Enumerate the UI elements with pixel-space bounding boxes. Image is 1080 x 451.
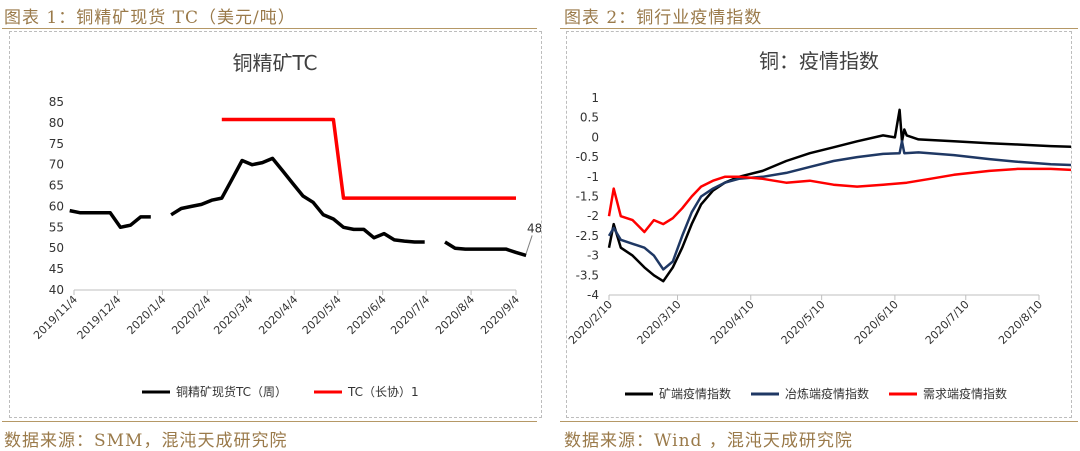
y-tick-label: 75 [49,137,64,151]
legend-label: TC（长协）1 [347,384,419,399]
chart-panel-right: 铜：疫情指数 1 0.5 0 -0.5 -1 -1.5 -2 -2.5 -3 -3.5 -4 2020/… [566,31,1080,418]
y-tick-label: 65 [49,179,64,193]
y-tick-label: 40 [49,283,64,297]
x-tick-label: 2020/5/4 [300,293,344,337]
y-tick-label: 60 [49,199,64,213]
footer-rule-left [2,421,537,422]
y-tick-label: -4 [587,288,599,302]
series-line [221,117,516,200]
x-tick-label: 2020/9/4 [478,293,522,337]
x-tick-label: 2020/7/4 [388,293,432,337]
y-tick-label: 45 [49,262,64,276]
figure-title-right: 图表 2：铜行业疫情指数 [564,8,763,28]
footer-rule-right [560,421,1078,422]
y-tick-label: -3 [587,249,599,263]
chart-panel-left: 铜精矿TC 40 45 50 55 60 65 70 75 80 85 2019/11/4 2019/1… [9,31,561,418]
legend-label: 需求端疫情指数 [923,386,1007,401]
data-label: 48.28 [527,221,541,235]
x-tick-label: 2020/4/10 [708,298,757,347]
x-tick-label: 2020/2/10 [567,298,615,347]
figure-title-left: 图表 1：铜精矿现货 TC（美元/吨） [4,8,296,28]
y-tick-label: -2 [587,209,599,223]
series-line [607,140,1080,271]
y-tick-label: -1.5 [576,190,599,204]
y-tick-label: 50 [49,241,64,255]
series-line [607,167,1080,234]
y-tick-label: -0.5 [576,150,599,164]
x-tick-label: 2020/1/4 [124,293,168,337]
y-tick-label: -3.5 [576,268,599,282]
y-tick-label: 0.5 [580,111,599,125]
x-tick-label: 2020/4/4 [256,293,300,337]
x-tick-label: 2020/7/10 [923,298,972,347]
series-line [607,108,1080,283]
series-line [69,156,527,258]
legend-label: 矿端疫情指数 [659,386,731,401]
x-tick-label: 2020/3/4 [211,293,255,337]
chart-title: 铜：疫情指数 [759,49,879,73]
legend-label: 铜精矿现货TC（周） [176,384,287,399]
y-tick-label: -2.5 [576,229,599,243]
x-tick-label: 2020/8/4 [433,293,477,337]
y-tick-label: 85 [49,95,64,109]
x-tick-label: 2020/3/10 [635,298,684,347]
source-left: 数据来源：SMM，混沌天成研究院 [4,431,288,451]
x-tick-label: 2020/8/10 [996,298,1045,347]
y-tick-label: 80 [49,116,64,130]
y-tick-label: -1 [587,170,599,184]
source-right: 数据来源：Wind ，混沌天成研究院 [564,431,853,451]
x-tick-label: 2019/12/4 [75,293,124,342]
legend-label: 冶炼端疫情指数 [785,386,869,401]
annotation-leader [525,235,533,254]
header-rule-left [2,28,537,29]
y-tick-label: 0 [591,130,599,144]
y-tick-label: 70 [49,158,64,172]
header-rule-right [560,28,1078,29]
x-tick-label: 2020/2/4 [169,293,213,337]
y-tick-label: 55 [49,220,64,234]
x-tick-label: 2020/5/10 [779,298,828,347]
epidemic-index-chart: 铜：疫情指数10.50-0.5-1-1.5-2-2.5-3-3.5-42020/… [566,49,1080,401]
tc-chart: 铜精矿TC 40 45 50 55 60 65 70 75 80 85 2019/11/42019/1… [31,51,561,399]
x-tick-label: 2019/11/4 [31,293,80,342]
chart-title: 铜精矿TC [232,51,317,75]
y-tick-label: 1 [591,91,599,105]
x-tick-label: 2020/6/4 [345,293,389,337]
x-tick-label: 2020/6/10 [852,298,901,347]
